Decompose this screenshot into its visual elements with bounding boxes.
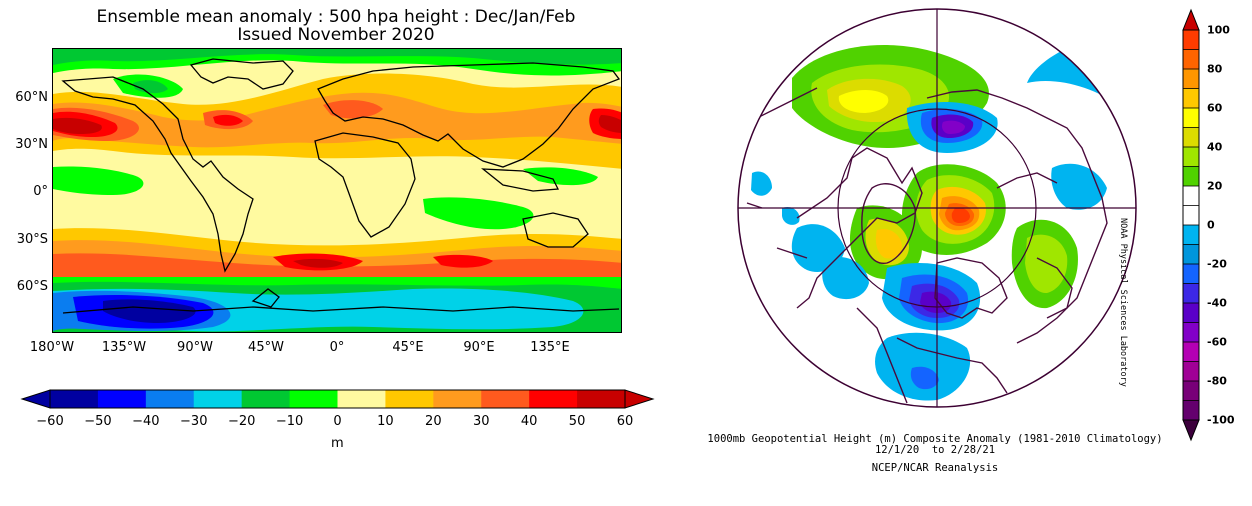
right-colorbar-swatch [1183,49,1199,70]
right-colorbar-swatch [1183,108,1199,128]
lat-label-60n: 60°N [15,90,48,105]
caption-line1: 1000mb Geopotential Height (m) Composite… [707,433,1163,445]
right-colorbar [1180,8,1204,446]
left-colorbar-swatch [529,390,578,408]
lon-label-135w: 135°W [101,340,147,355]
right-colorbar-frame [1182,29,1200,421]
right-colorbar-swatch [1183,303,1199,323]
caption-line2: 12/1/20 to 2/28/21 [874,444,996,456]
lon-label-45e: 45°E [392,340,424,355]
right-colorbar-swatch [1183,205,1199,226]
left-colorbar-swatch [433,390,482,408]
right-colorbar-label: 20 [1207,179,1223,193]
lon-label-180w: 180°W [29,340,75,355]
right-colorbar-label: 80 [1207,62,1223,76]
polar-map-caption: 1000mb Geopotential Height (m) Composite… [640,434,1230,474]
left-colorbar-swatch [289,390,338,408]
lon-label-135e: 135°E [530,340,570,355]
colorbar-units: m [331,436,344,451]
right-colorbar-swatch [1183,361,1199,382]
right-colorbar-label: 40 [1207,140,1223,154]
left-colorbar-label: −60 [36,414,64,429]
left-colorbar-label: −30 [180,414,208,429]
lon-label-45w: 45°W [248,340,284,355]
right-colorbar-swatch [1183,400,1199,421]
left-colorbar-label: 30 [472,414,490,429]
caption-line3: NCEP/NCAR Reanalysis [871,462,999,474]
lat-label-30s: 30°S [16,232,48,247]
left-colorbar-label: −20 [227,414,256,429]
right-colorbar-swatch [1183,225,1199,245]
left-colorbar-label: −40 [132,414,160,429]
right-colorbar-label: 60 [1207,101,1223,115]
left-title-line1: Ensemble mean anomaly : 500 hpa height :… [96,7,576,27]
right-colorbar-swatch [1183,88,1199,109]
lon-label-90w: 90°W [177,340,213,355]
left-colorbar-swatch [481,390,530,408]
right-colorbar-label: -80 [1207,374,1227,388]
left-colorbar-swatch [241,390,291,408]
right-colorbar-swatch [1183,322,1199,343]
left-colorbar [20,386,655,416]
left-title-line2: Issued November 2020 [237,25,435,45]
right-colorbar-max-arrow [1182,8,1200,31]
right-colorbar-swatch [1183,264,1199,284]
left-colorbar-swatch [50,390,99,408]
left-colorbar-swatch [193,390,243,408]
right-colorbar-swatch [1183,342,1199,362]
right-colorbar-swatch [1183,283,1199,304]
right-colorbar-label: -60 [1207,335,1227,349]
left-map-title: Ensemble mean anomaly : 500 hpa height :… [0,8,672,44]
right-colorbar-swatches [1182,8,1200,442]
right-colorbar-label: 0 [1207,218,1215,232]
right-colorbar-label: -20 [1207,257,1227,271]
right-colorbar-label: 100 [1207,23,1230,37]
polar-anomaly-map [737,8,1137,412]
left-colorbar-swatch [337,390,386,408]
left-colorbar-frame [49,389,626,409]
left-colorbar-label: 10 [377,414,394,429]
left-colorbar-max-arrow [624,389,655,409]
right-colorbar-swatch [1183,30,1199,50]
left-colorbar-swatches [20,389,655,409]
global-anomaly-map [52,48,622,333]
right-colorbar-swatch [1183,381,1199,401]
left-colorbar-swatch [97,390,147,408]
credit-text: NOAA Physical Sciences Laboratory [1118,218,1128,387]
left-colorbar-label: −10 [275,414,304,429]
left-colorbar-label: 20 [425,414,442,429]
left-colorbar-swatch [577,390,626,408]
lat-label-60s: 60°S [16,279,48,294]
right-colorbar-label: -100 [1207,413,1235,427]
global-anomaly-field [53,49,621,332]
lon-label-0: 0° [329,340,345,355]
left-colorbar-label: 50 [568,414,586,429]
right-colorbar-swatch [1183,147,1199,167]
right-colorbar-swatch [1183,127,1199,148]
left-colorbar-swatch [145,390,195,408]
left-colorbar-label: 60 [616,414,634,429]
lat-label-eq: 0° [33,184,48,199]
left-colorbar-label: 0 [333,414,342,429]
right-colorbar-swatch [1183,244,1199,265]
left-colorbar-swatch [385,390,434,408]
right-colorbar-label: -40 [1207,296,1227,310]
right-colorbar-swatch [1183,69,1199,89]
lat-label-30n: 30°N [15,137,48,152]
left-colorbar-label: −50 [84,414,112,429]
right-colorbar-swatch [1183,166,1199,187]
left-colorbar-min-arrow [20,389,51,409]
lon-label-90e: 90°E [463,340,495,355]
right-colorbar-swatch [1183,186,1199,206]
left-colorbar-label: 40 [520,414,538,429]
polar-anomaly-field [737,8,1137,408]
